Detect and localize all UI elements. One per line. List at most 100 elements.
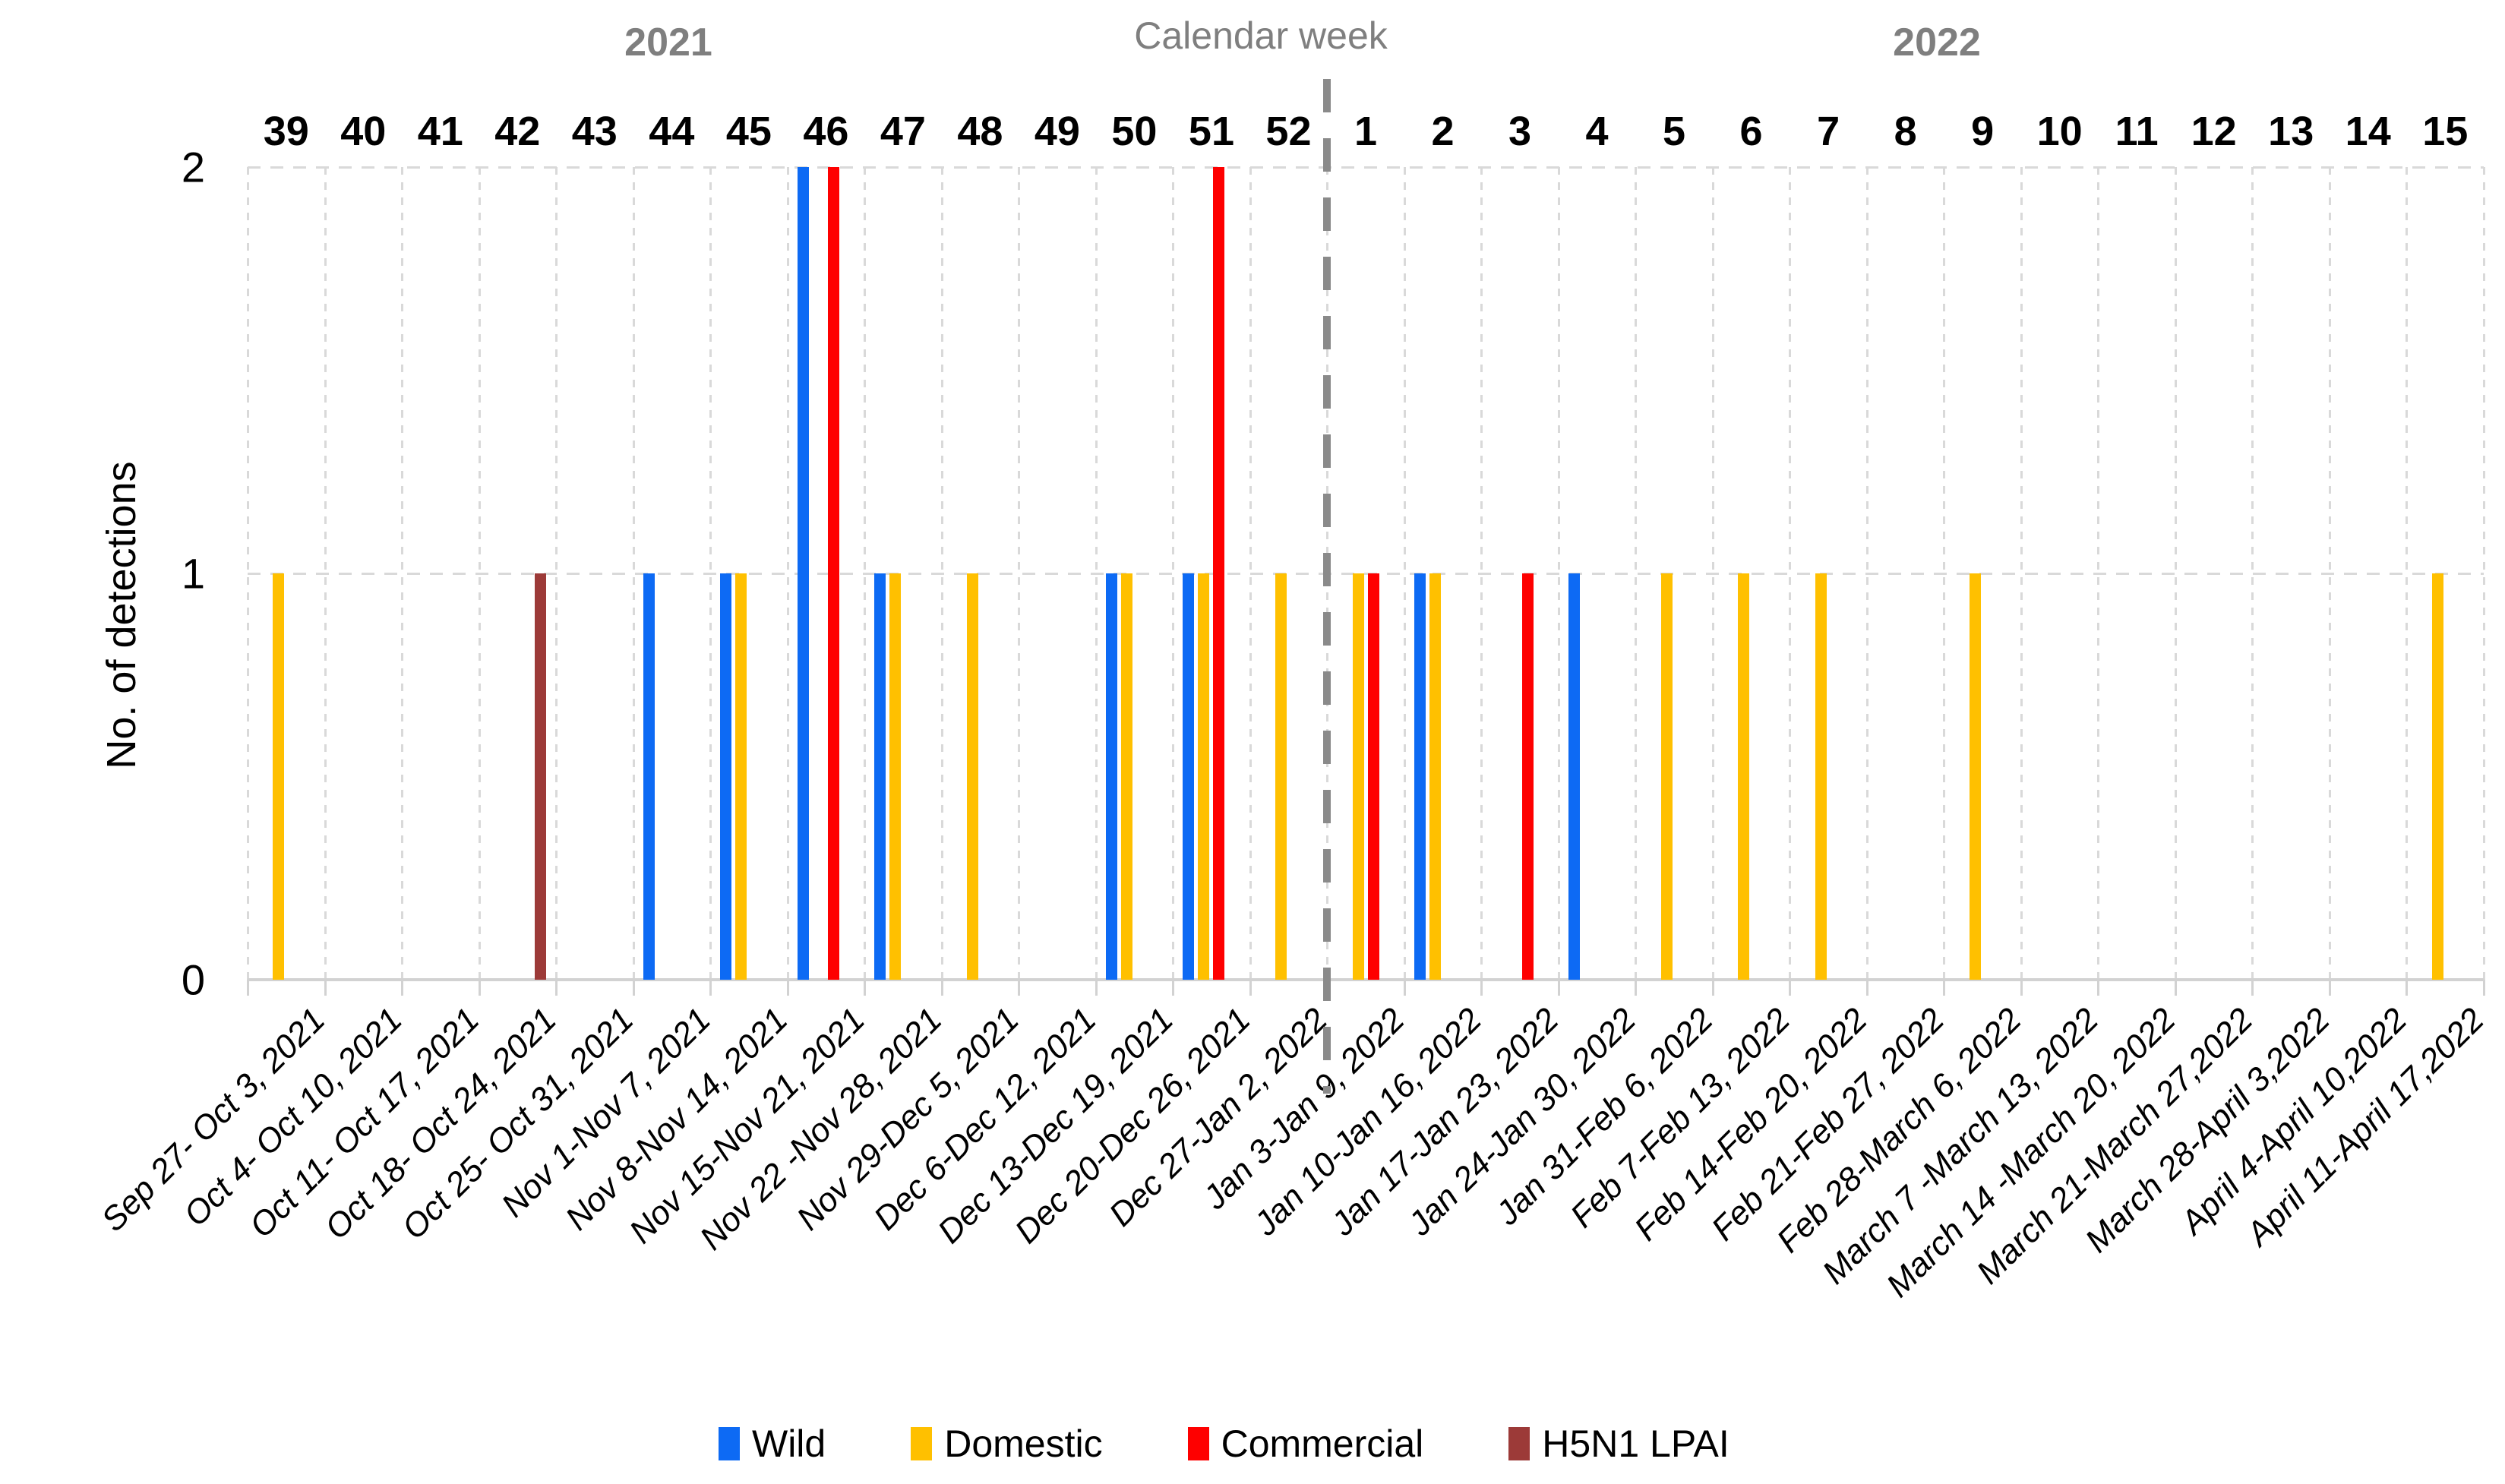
x-axis-tick <box>1018 980 1021 996</box>
x-axis-tick <box>632 980 635 996</box>
x-axis-tick <box>247 980 249 996</box>
bar-domestic <box>273 573 285 980</box>
bar-wild <box>720 573 732 980</box>
bar-domestic <box>1352 573 1364 980</box>
bar-commercial <box>1521 573 1534 980</box>
x-axis-tick <box>1943 980 1946 996</box>
week-number-label: 12 <box>2191 109 2237 154</box>
x-gridline <box>401 167 404 980</box>
week-number-label: 15 <box>2422 109 2469 154</box>
x-gridline <box>1480 167 1483 980</box>
x-axis-tick <box>864 980 867 996</box>
bar-domestic <box>1198 573 1210 980</box>
week-number-label: 47 <box>880 109 926 154</box>
x-axis-tick <box>1557 980 1560 996</box>
x-gridline <box>1557 167 1560 980</box>
bar-domestic <box>1660 573 1673 980</box>
x-axis-tick <box>1635 980 1638 996</box>
bar-domestic <box>1969 573 1981 980</box>
week-number-label: 14 <box>2345 109 2391 154</box>
x-gridline <box>1249 167 1252 980</box>
week-number-label: 43 <box>571 109 618 154</box>
x-gridline <box>2483 167 2485 980</box>
x-axis-tick <box>1172 980 1175 996</box>
x-gridline <box>2405 167 2409 980</box>
x-gridline <box>1095 167 1098 980</box>
x-axis-tick <box>1249 980 1252 996</box>
x-axis-tick <box>1865 980 1868 996</box>
y-tick-label: 2 <box>181 143 205 191</box>
x-gridline <box>324 167 327 980</box>
y-gridline <box>248 573 2484 575</box>
x-axis-tick <box>401 980 404 996</box>
chart-title: Calendar week <box>1134 14 1388 57</box>
bar-domestic <box>1120 573 1132 980</box>
legend-item-commercial: Commercial <box>1187 1422 1423 1466</box>
legend-label: H5N1 LPAI <box>1542 1422 1729 1465</box>
week-number-label: 6 <box>1739 109 1763 154</box>
week-number-label: 5 <box>1663 109 1686 154</box>
x-gridline <box>864 167 867 980</box>
x-gridline <box>247 167 249 980</box>
week-number-label: 42 <box>494 109 541 154</box>
week-number-label: 51 <box>1188 109 1234 154</box>
legend-label: Wild <box>752 1422 826 1465</box>
bar-domestic <box>2431 573 2443 980</box>
x-axis-line <box>248 978 2484 981</box>
week-number-label: 45 <box>725 109 772 154</box>
week-number-label: 48 <box>957 109 1003 154</box>
week-number-label: 40 <box>340 109 387 154</box>
week-number-label: 13 <box>2268 109 2314 154</box>
y-tick-label: 1 <box>181 549 205 598</box>
x-axis-tick <box>2174 980 2177 996</box>
y-axis-title: No. of detections <box>99 461 144 769</box>
legend-swatch <box>1187 1427 1209 1460</box>
year-divider-line <box>1323 79 1331 1094</box>
legend-item-wild: Wild <box>719 1422 826 1466</box>
year-label-2022: 2022 <box>1893 21 1981 65</box>
bar-commercial <box>1213 167 1225 980</box>
x-gridline <box>2328 167 2331 980</box>
x-gridline <box>1865 167 1868 980</box>
week-number-label: 7 <box>1817 109 1840 154</box>
x-gridline <box>478 167 481 980</box>
legend-label: Domestic <box>944 1422 1103 1465</box>
legend-swatch <box>1508 1427 1530 1460</box>
x-axis-tick <box>2020 980 2023 996</box>
year-label-2021: 2021 <box>624 21 712 65</box>
x-axis-tick <box>940 980 943 996</box>
x-gridline <box>2174 167 2177 980</box>
x-gridline <box>1172 167 1175 980</box>
x-gridline <box>1711 167 1714 980</box>
legend: Wild Domestic Commercial H5N1 LPAI <box>719 1422 1729 1466</box>
week-number-label: 39 <box>263 109 309 154</box>
bar-domestic <box>1815 573 1827 980</box>
bar-wild <box>1568 573 1581 980</box>
week-number-label: 2 <box>1431 109 1455 154</box>
bar-commercial <box>1367 573 1379 980</box>
x-axis-tick <box>1095 980 1098 996</box>
x-axis-tick <box>1480 980 1483 996</box>
bar-domestic <box>735 573 747 980</box>
x-axis-tick <box>1711 980 1714 996</box>
x-gridline <box>2097 167 2100 980</box>
week-number-label: 4 <box>1585 109 1609 154</box>
bar-wild <box>1183 573 1195 980</box>
bar-domestic <box>1738 573 1750 980</box>
bar-h5n1-lpai <box>534 573 546 980</box>
x-axis-tick <box>478 980 481 996</box>
bar-domestic <box>1429 573 1442 980</box>
x-gridline <box>632 167 635 980</box>
week-number-label: 44 <box>649 109 695 154</box>
week-number-label: 49 <box>1034 109 1080 154</box>
x-axis-tick <box>2097 980 2100 996</box>
x-axis-tick <box>555 980 558 996</box>
bar-domestic <box>889 573 902 980</box>
x-axis-tick <box>2251 980 2254 996</box>
x-gridline <box>1635 167 1638 980</box>
x-gridline <box>2020 167 2023 980</box>
x-gridline <box>709 167 712 980</box>
week-number-label: 9 <box>1971 109 1995 154</box>
x-axis-tick <box>2405 980 2409 996</box>
